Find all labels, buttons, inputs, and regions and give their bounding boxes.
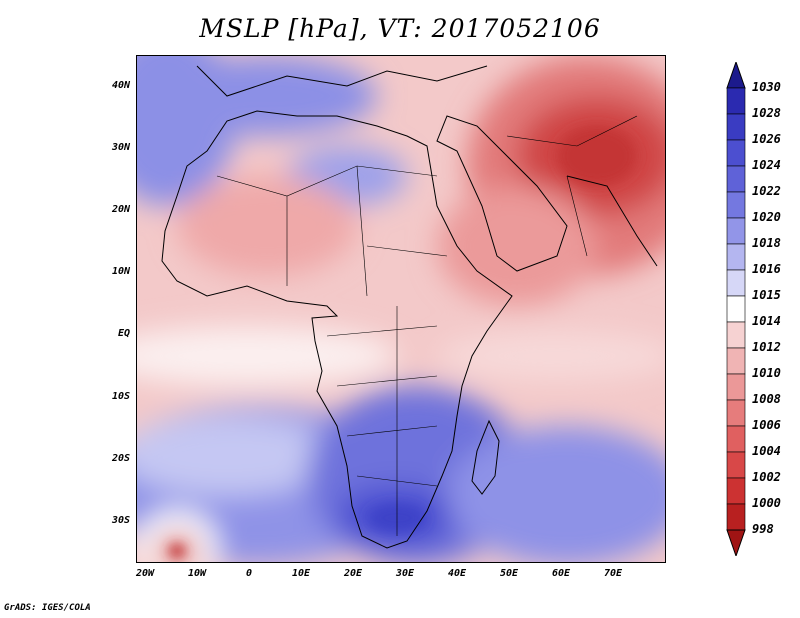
colorbar-tick-label: 1022 [752, 184, 781, 198]
lon-label: 20W [135, 568, 155, 579]
colorbar-box [726, 139, 746, 167]
mslp-field [137, 56, 665, 562]
arabia-coast [436, 115, 568, 272]
colorbar-tick-label: 1020 [752, 210, 781, 224]
colorbar-box [726, 87, 746, 115]
colorbar-box [726, 425, 746, 453]
madagascar-coast [471, 419, 500, 495]
lon-label: 70E [603, 568, 623, 579]
colorbar-box [726, 191, 746, 219]
lat-label: 20N [111, 204, 130, 215]
colorbar-tick-label: 1026 [752, 132, 781, 146]
colorbar-box [726, 399, 746, 427]
colorbar-tick-label: 1016 [752, 262, 781, 276]
asia-coast [566, 175, 658, 267]
colorbar-top-arrow [726, 62, 746, 89]
colorbar [726, 62, 746, 556]
lon-label: 30E [395, 568, 415, 579]
colorbar-box [726, 503, 746, 531]
colorbar-tick-label: 1012 [752, 340, 781, 354]
colorbar-box [726, 269, 746, 297]
lon-label: 40E [447, 568, 467, 579]
colorbar-tick-label: 998 [752, 522, 774, 536]
colorbar-tick-label: 1028 [752, 106, 781, 120]
lat-label: 10N [111, 266, 130, 277]
colorbar-tick-label: 1014 [752, 314, 781, 328]
colorbar-tick-label: 1015 [752, 288, 781, 302]
mslp-map [136, 55, 666, 563]
lon-label: 10E [291, 568, 311, 579]
africa-coast [161, 110, 513, 549]
colorbar-tick-label: 1010 [752, 366, 781, 380]
pressure-areas [137, 56, 665, 562]
colorbar-tick-label: 1004 [752, 444, 781, 458]
lat-label: 20S [111, 453, 130, 464]
colorbar-boxes [726, 62, 746, 556]
lon-label: 60E [551, 568, 571, 579]
colorbar-tick-label: 1006 [752, 418, 781, 432]
chart-title: MSLP [hPa], VT: 2017052106 [199, 14, 601, 43]
colorbar-tick-label: 1030 [752, 80, 781, 94]
colorbar-box [726, 477, 746, 505]
lon-label: 10W [187, 568, 207, 579]
lat-label: 40N [111, 80, 130, 91]
colorbar-bottom-arrow [726, 529, 746, 556]
europe-coast [196, 65, 488, 97]
colorbar-box [726, 217, 746, 245]
colorbar-box [726, 321, 746, 349]
colorbar-box [726, 243, 746, 271]
lon-label: 50E [499, 568, 519, 579]
colorbar-tick-label: 1024 [752, 158, 781, 172]
lat-label: 30N [111, 142, 130, 153]
colorbar-tick-label: 1002 [752, 470, 781, 484]
lon-label: 0 [245, 568, 253, 579]
lat-label: EQ [117, 328, 130, 339]
coastlines [161, 65, 658, 549]
colorbar-tick-label: 1000 [752, 496, 781, 510]
colorbar-box [726, 347, 746, 375]
colorbar-box [726, 295, 746, 323]
colorbar-tick-label: 1008 [752, 392, 781, 406]
credit-text: GrADS: IGES/COLA [4, 603, 91, 613]
colorbar-box [726, 165, 746, 193]
colorbar-tick-label: 1018 [752, 236, 781, 250]
country-borders [216, 115, 638, 536]
lon-label: 20E [343, 568, 363, 579]
colorbar-box [726, 113, 746, 141]
lat-label: 30S [111, 515, 130, 526]
colorbar-box [726, 373, 746, 401]
colorbar-box [726, 451, 746, 479]
lat-label: 10S [111, 391, 130, 402]
